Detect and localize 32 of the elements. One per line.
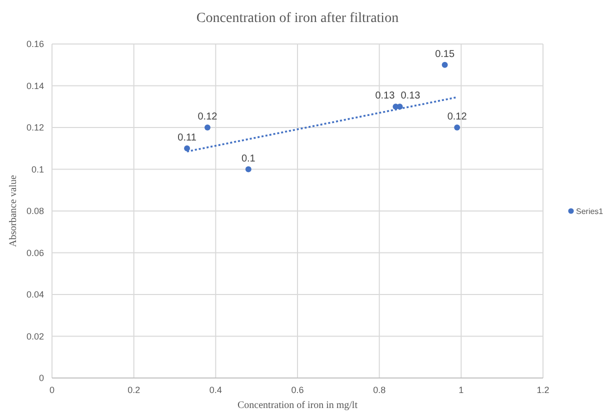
x-tick-label: 1: [458, 385, 464, 395]
y-tick-label: 0.08: [26, 206, 44, 216]
y-tick-label: 0.02: [26, 331, 44, 342]
data-label: 0.13: [400, 90, 421, 102]
point: [454, 124, 460, 130]
x-tick-label: 0.2: [128, 385, 140, 395]
x-tick-label: 0: [49, 385, 55, 395]
y-tick-label: 0.12: [26, 122, 44, 132]
x-tick-label: 0.6: [291, 385, 304, 395]
y-tick-label: 0.04: [26, 290, 44, 300]
point: [245, 166, 252, 172]
data-label: 0.1: [241, 153, 256, 164]
data-label: 0.11: [178, 132, 197, 144]
point: [442, 62, 448, 68]
x-tick-label: 1.2: [536, 385, 550, 395]
point: [204, 124, 210, 130]
chart-title: Concentration of iron after filtration: [196, 11, 399, 26]
legend-label: Series1: [576, 207, 604, 216]
y-tick-label: 0.14: [26, 80, 44, 91]
x-axis-title: Concentration of iron in mg/lt: [238, 400, 358, 411]
y-tick-label: 0: [38, 373, 44, 383]
y-axis-title: Absorbance value: [8, 174, 19, 247]
data-label: 0.12: [447, 112, 468, 122]
x-tick-label: 0.4: [209, 385, 222, 395]
data-label: 0.12: [198, 112, 218, 122]
y-tick-label: 0.06: [26, 248, 44, 258]
data-label: 0.15: [435, 48, 455, 60]
data-label: 0.13: [375, 90, 396, 102]
y-tick-label: 0.1: [31, 164, 44, 174]
y-tick-label: 0.16: [26, 39, 44, 49]
point: [184, 145, 190, 152]
x-tick-label: 0.8: [373, 385, 386, 395]
